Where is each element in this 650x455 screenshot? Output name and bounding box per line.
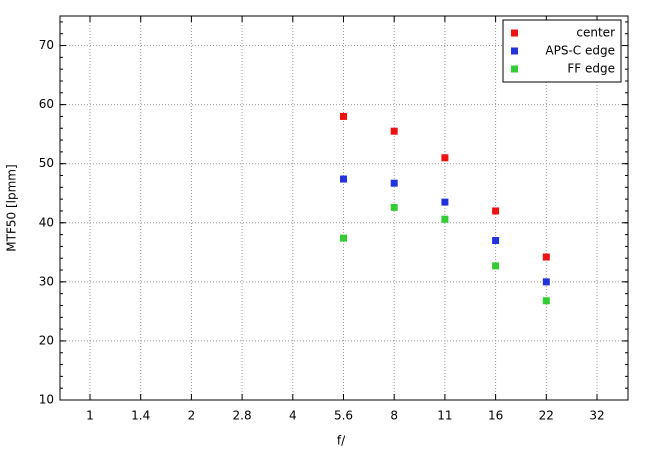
point xyxy=(340,175,347,183)
point xyxy=(340,234,347,242)
legend-label: FF edge xyxy=(567,62,615,76)
x-tick-label: 4 xyxy=(289,409,297,423)
y-tick-label: 10 xyxy=(39,393,54,407)
x-tick-label: 1.4 xyxy=(131,409,150,423)
point xyxy=(441,198,449,206)
y-tick-label: 50 xyxy=(39,156,54,170)
x-axis-label: f/ xyxy=(337,434,346,448)
x-tick-label: 16 xyxy=(488,409,503,423)
point xyxy=(340,112,347,120)
point xyxy=(390,179,398,187)
point xyxy=(542,297,550,305)
x-tick-label: 11 xyxy=(437,409,452,423)
x-tick-label: 2 xyxy=(188,409,196,423)
y-tick-label: 20 xyxy=(39,333,54,347)
x-tick-label: 1 xyxy=(86,409,94,423)
legend-box xyxy=(502,19,622,83)
x-tick-label: 32 xyxy=(589,409,604,423)
x-tick-label: 22 xyxy=(539,409,554,423)
y-tick-label: 60 xyxy=(39,97,54,111)
point xyxy=(390,203,398,211)
legend-marker xyxy=(511,47,518,55)
point xyxy=(542,253,550,261)
point xyxy=(441,215,449,223)
plot-frame xyxy=(59,15,629,401)
point xyxy=(492,236,500,244)
y-tick-label: 40 xyxy=(39,215,54,229)
x-tick-label: 8 xyxy=(390,409,398,423)
legend-marker xyxy=(511,65,518,73)
y-tick-label: 30 xyxy=(39,274,54,288)
legend-label: APS-C edge xyxy=(545,44,615,58)
legend: center APS-C edge FF edge xyxy=(502,19,622,83)
y-axis-label: MTF50 [lpmm] xyxy=(5,164,19,251)
x-tick-label: 5.6 xyxy=(334,409,353,423)
point xyxy=(441,154,449,162)
point xyxy=(390,127,398,135)
point xyxy=(492,207,500,215)
point xyxy=(492,262,500,270)
legend-marker xyxy=(511,29,518,37)
y-tick-label: 70 xyxy=(39,38,54,52)
legend-label: center xyxy=(576,26,615,40)
point xyxy=(542,278,550,286)
x-tick-label: 2.8 xyxy=(233,409,252,423)
